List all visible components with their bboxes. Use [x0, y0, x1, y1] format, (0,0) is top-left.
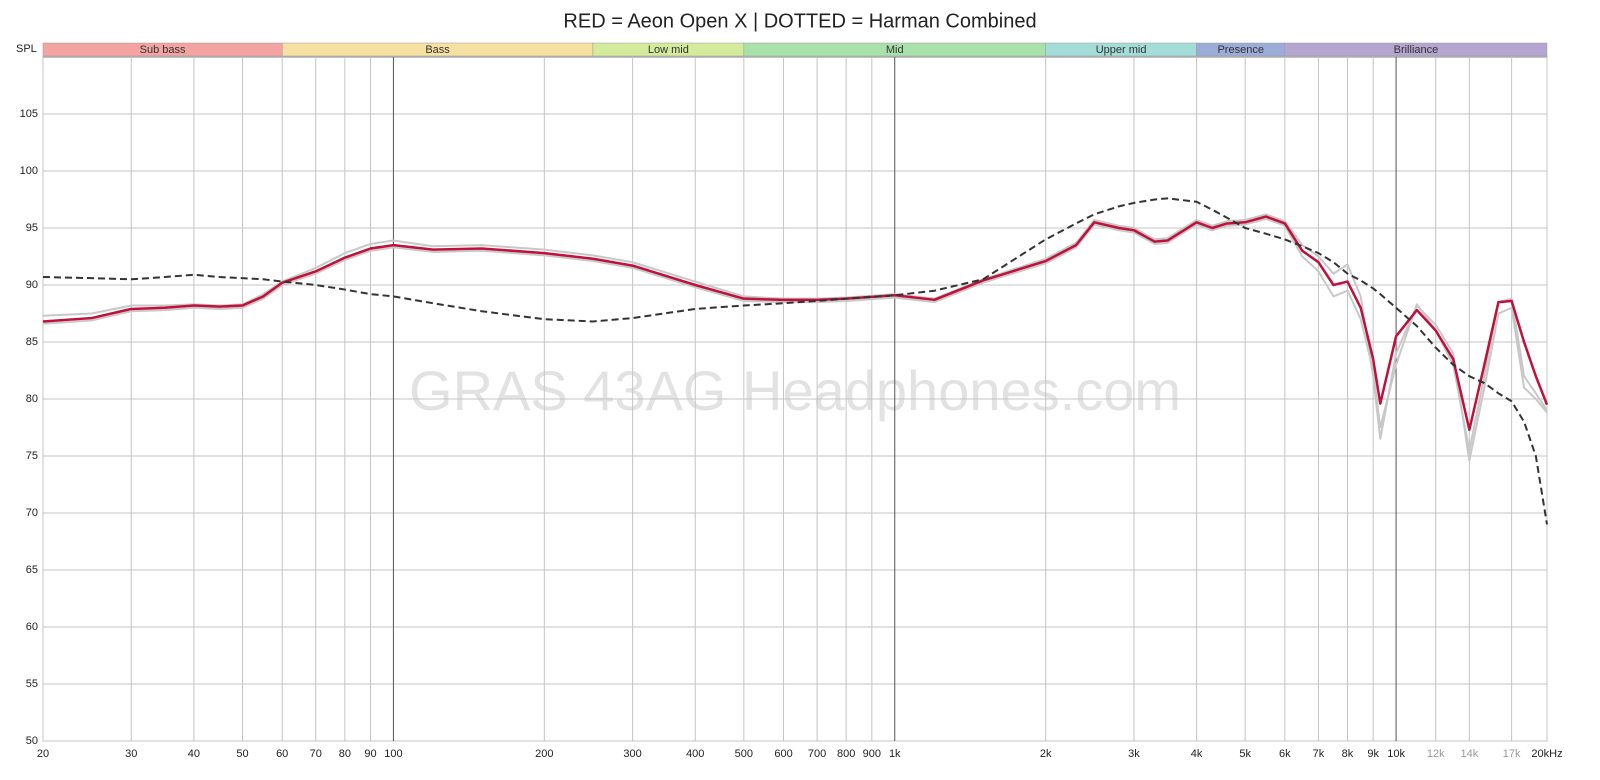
band-label: Presence	[1217, 44, 1263, 56]
y-tick-label: 90	[26, 279, 38, 291]
x-tick-label: 60	[276, 748, 288, 760]
x-tick-label: 50	[236, 748, 248, 760]
x-tick-label: 100	[384, 748, 402, 760]
band-label: Mid	[886, 44, 904, 56]
y-tick-label: 50	[26, 735, 38, 747]
y-tick-label: 80	[26, 393, 38, 405]
x-tick-label: 300	[623, 748, 641, 760]
y-tick-label: 55	[26, 678, 38, 690]
x-tick-label: 14k	[1460, 748, 1478, 760]
x-tick-label: 6k	[1279, 748, 1291, 760]
watermark: GRAS 43AG Headphones.com	[409, 359, 1181, 422]
band-label: Brilliance	[1394, 44, 1439, 56]
band	[1284, 42, 1548, 57]
x-tick-label: 2k	[1040, 748, 1052, 760]
x-tick-label: 9k	[1367, 748, 1379, 760]
y-tick-label: 100	[20, 165, 38, 177]
x-tick-label: 70	[310, 748, 322, 760]
band-label: Bass	[425, 44, 450, 56]
x-tick-label: 3k	[1128, 748, 1140, 760]
x-tick-label: 400	[686, 748, 704, 760]
series-line	[42, 217, 1548, 452]
x-tick-label: 80	[339, 748, 351, 760]
x-tick-label: 30	[125, 748, 137, 760]
y-tick-label: 105	[20, 108, 38, 120]
x-tick-label: 40	[188, 748, 200, 760]
x-tick-label: 90	[364, 748, 376, 760]
y-tick-label: 65	[26, 564, 38, 576]
x-tick-label: 700	[808, 748, 826, 760]
band-label: Low mid	[648, 44, 689, 56]
x-tick-label: 8k	[1342, 748, 1354, 760]
x-tick-label: 10k	[1387, 748, 1405, 760]
x-tick-label: 4k	[1191, 748, 1203, 760]
x-tick-label: 17k	[1503, 748, 1521, 760]
y-tick-label: 60	[26, 621, 38, 633]
x-tick-label: 20	[37, 748, 49, 760]
x-tick-label: 12k	[1427, 748, 1445, 760]
chart-title: RED = Aeon Open X | DOTTED = Harman Comb…	[563, 10, 1036, 32]
band-label: Sub bass	[140, 44, 186, 56]
y-tick-label: 75	[26, 450, 38, 462]
y-tick-label: 85	[26, 336, 38, 348]
x-tick-label: 600	[774, 748, 792, 760]
band-label: Upper mid	[1096, 44, 1147, 56]
x-tick-label: 1k	[889, 748, 901, 760]
x-tick-label: 500	[735, 748, 753, 760]
x-tick-label: 800	[837, 748, 855, 760]
x-tick-label: 200	[535, 748, 553, 760]
x-tick-label: 5k	[1239, 748, 1251, 760]
y-tick-label: 95	[26, 222, 38, 234]
x-tick-label: 7k	[1313, 748, 1325, 760]
x-tick-label: 900	[863, 748, 881, 760]
y-tick-label: 70	[26, 507, 38, 519]
y-axis-label: SPL	[16, 43, 37, 55]
x-tick-label: 20kHz	[1531, 748, 1562, 760]
